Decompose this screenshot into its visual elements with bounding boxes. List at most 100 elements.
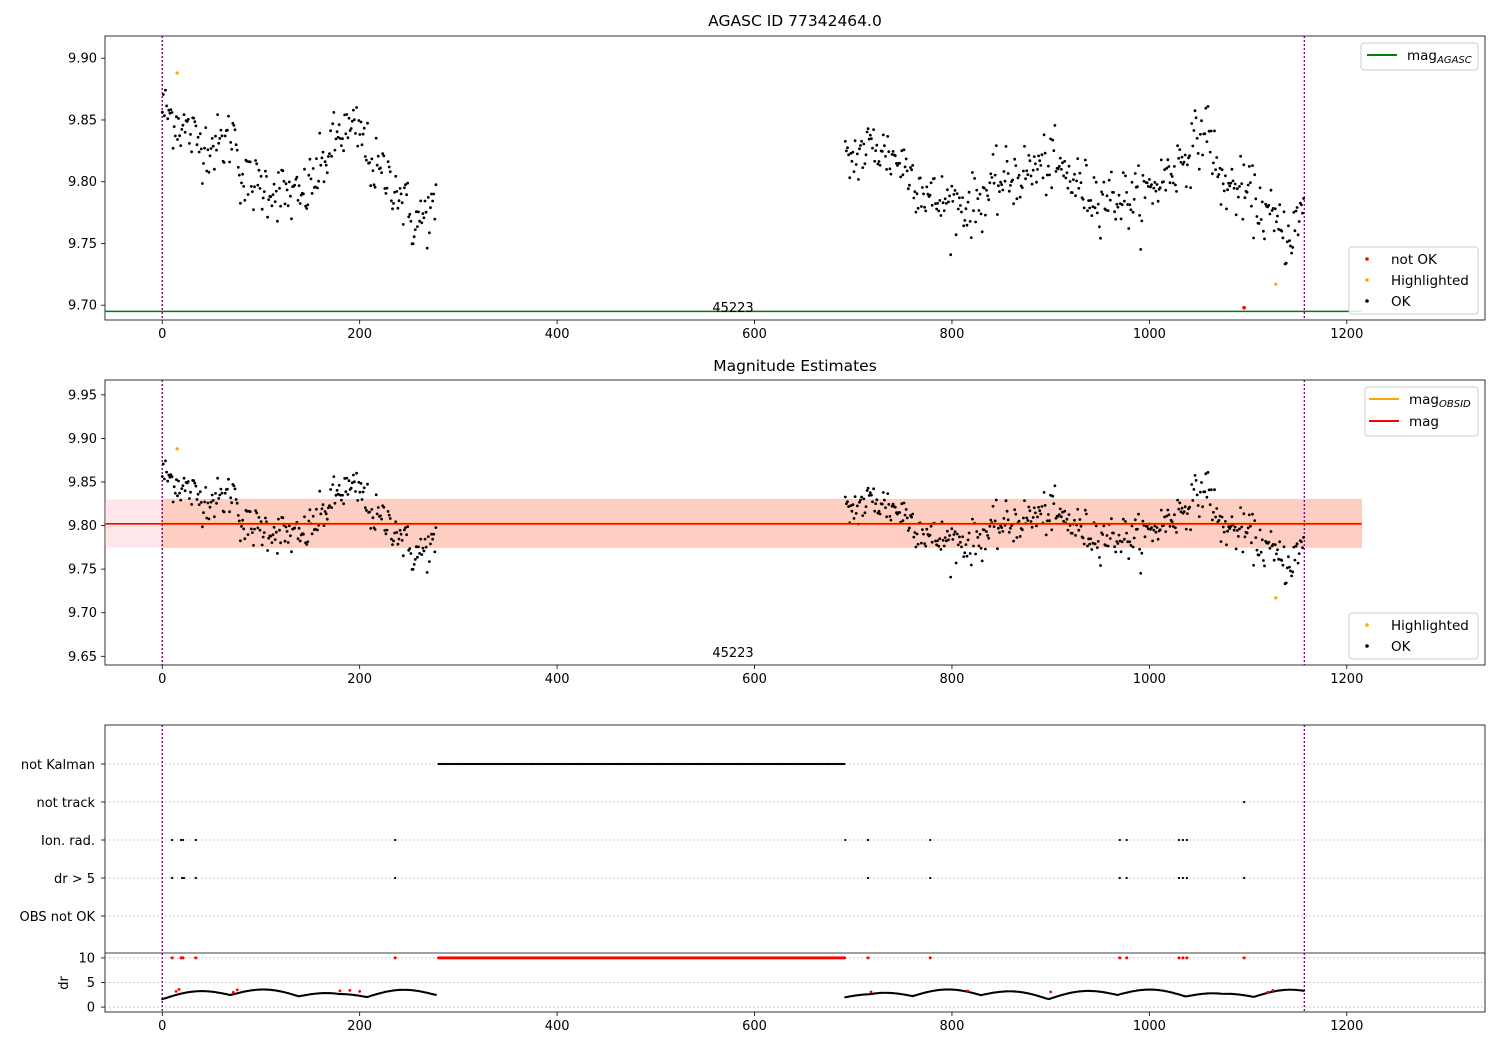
ok-point — [1195, 136, 1199, 140]
ok-point — [1050, 528, 1054, 532]
ok-point — [952, 193, 956, 196]
ok-point — [360, 498, 364, 501]
ok-point — [341, 493, 344, 497]
ok-point — [1196, 504, 1200, 507]
ok-point — [379, 514, 382, 518]
ok-point — [1095, 211, 1099, 215]
ok-point — [1062, 519, 1065, 523]
ok-point — [281, 516, 285, 520]
panel1-ytick-label: 9.75 — [68, 237, 97, 252]
ok-point — [232, 124, 236, 127]
ok-point — [371, 516, 375, 520]
ok-point — [314, 527, 317, 531]
ok-point — [322, 524, 326, 527]
ok-point — [1018, 195, 1022, 199]
ok-point — [1086, 544, 1089, 548]
ok-point — [1000, 526, 1004, 529]
ok-point — [1233, 182, 1237, 186]
ok-point — [170, 111, 174, 114]
ok-point — [407, 215, 411, 219]
dr-clipped-point — [866, 956, 870, 960]
flag-row-label: not track — [36, 796, 95, 811]
ok-point — [323, 510, 327, 513]
ok-point — [985, 530, 988, 533]
ok-point — [400, 201, 404, 205]
ok-point — [955, 532, 959, 536]
ok-point — [423, 537, 427, 541]
ok-point — [170, 475, 174, 479]
ok-point — [994, 498, 998, 502]
ok-point — [1133, 518, 1137, 522]
ok-point — [1282, 210, 1286, 214]
ok-point — [234, 143, 238, 147]
ok-point — [1278, 540, 1282, 544]
ok-point — [340, 144, 343, 148]
ok-point — [1104, 544, 1108, 547]
ok-point — [1204, 106, 1208, 110]
ok-point — [338, 493, 342, 497]
ok-point — [356, 499, 360, 502]
dr-gt-5-point — [194, 876, 197, 880]
ok-point — [255, 162, 259, 166]
dr-gt-5-point — [171, 876, 174, 880]
ok-point — [872, 487, 875, 491]
ok-point — [959, 540, 962, 544]
ok-point — [273, 200, 277, 204]
ok-point — [870, 493, 873, 497]
ok-point — [1193, 474, 1197, 477]
ok-point — [972, 544, 975, 548]
ok-point — [1200, 481, 1203, 484]
ok-point — [242, 185, 246, 188]
panel3-xtick-label: 800 — [940, 1019, 965, 1034]
ok-point — [1020, 186, 1024, 190]
ok-point — [1076, 507, 1080, 511]
ok-point — [373, 528, 377, 531]
ok-point — [235, 148, 239, 152]
ok-point — [348, 129, 352, 133]
ok-point — [406, 525, 410, 528]
ok-point — [331, 122, 335, 126]
ok-point — [315, 157, 318, 161]
ok-point — [1115, 202, 1119, 206]
ok-point — [1179, 510, 1183, 514]
ok-point — [1189, 186, 1192, 190]
ok-point — [322, 180, 326, 184]
ok-point — [1239, 154, 1242, 158]
ok-point — [327, 155, 330, 158]
ok-point — [249, 185, 253, 188]
ok-point — [1245, 190, 1249, 194]
ok-point — [975, 530, 979, 533]
flag-row-label: Ion. rad. — [41, 834, 95, 849]
ok-point — [1058, 507, 1062, 511]
ok-point — [267, 536, 271, 540]
ok-point — [1067, 164, 1071, 168]
dr-gt-5-point — [1118, 876, 1121, 880]
ok-point — [1284, 261, 1288, 265]
ok-point — [967, 531, 971, 535]
ok-point — [877, 160, 881, 163]
ok-point — [360, 143, 364, 147]
ok-point — [271, 533, 275, 537]
panel2-xtick-label: 0 — [158, 672, 166, 687]
ok-point — [426, 196, 430, 199]
ok-point — [366, 121, 369, 125]
ok-point — [948, 534, 951, 537]
ok-point — [1204, 472, 1208, 476]
ok-point — [847, 153, 850, 157]
ok-point — [1094, 180, 1098, 184]
ok-point — [1190, 122, 1194, 125]
ok-point — [989, 518, 993, 522]
ok-point — [1228, 527, 1232, 530]
ok-point — [906, 187, 910, 191]
ok-point — [1250, 204, 1253, 208]
ok-point — [1052, 149, 1056, 153]
ok-point — [1047, 513, 1050, 516]
ok-point — [206, 501, 210, 505]
ok-point — [920, 541, 923, 545]
ok-point — [251, 190, 254, 194]
ok-point — [274, 530, 278, 534]
ok-point — [325, 171, 329, 175]
ok-point — [315, 507, 318, 511]
dr-flagged-point — [1266, 990, 1270, 994]
ok-point — [1171, 181, 1175, 185]
